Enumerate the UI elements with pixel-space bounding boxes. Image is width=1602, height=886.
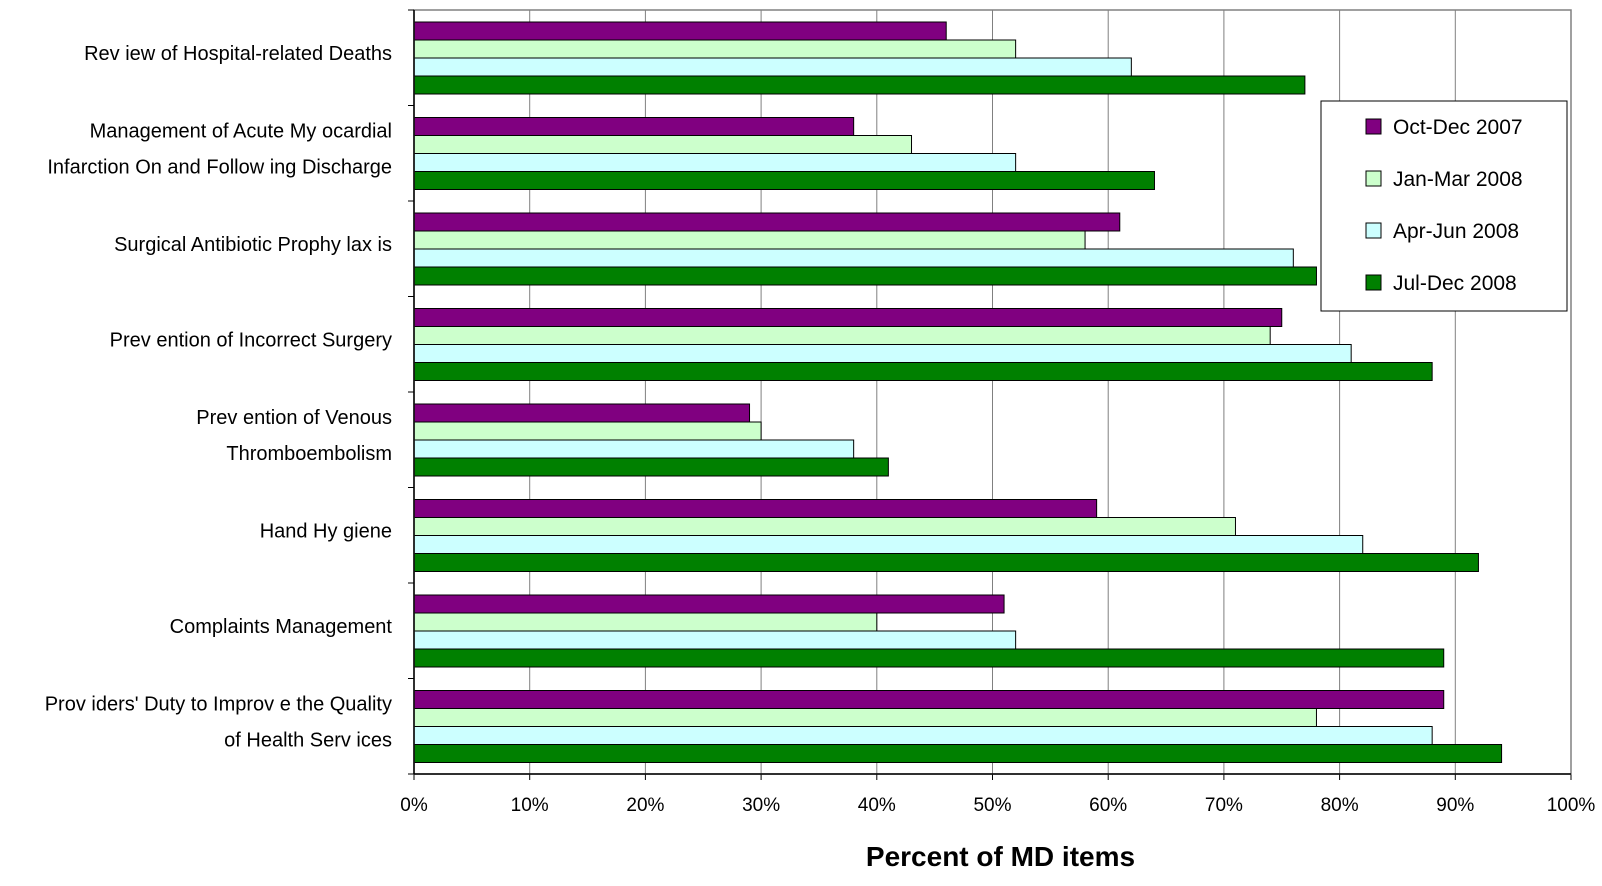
category-label: Rev iew of Hospital-related Deaths — [84, 43, 392, 65]
bar — [413, 612, 878, 632]
legend-label: Apr-Jun 2008 — [1393, 220, 1519, 243]
bar — [413, 648, 1445, 668]
bar — [413, 403, 751, 423]
bar — [413, 344, 1352, 363]
x-tick-label: 20% — [626, 795, 664, 816]
category-labels: Rev iew of Hospital-related Deaths Manage… — [45, 43, 393, 752]
x-tick-label: 70% — [1205, 795, 1243, 816]
bar — [413, 535, 1364, 554]
bar — [413, 230, 1086, 250]
category-label: Hand Hy giene — [260, 520, 392, 542]
x-tick-label: 90% — [1436, 795, 1474, 816]
bar — [413, 517, 1236, 536]
x-tick-label: 40% — [858, 795, 896, 816]
category-label: Thromboembolism — [226, 443, 392, 465]
legend-swatch — [1365, 118, 1382, 135]
bar — [413, 594, 1005, 614]
category-label: Complaints Management — [170, 616, 393, 638]
legend-swatch — [1365, 222, 1382, 239]
bar — [413, 439, 855, 459]
legend-label: Oct-Dec 2007 — [1393, 116, 1523, 139]
bar — [413, 499, 1098, 518]
category-label: Prev ention of Venous — [196, 407, 392, 429]
x-tick-label: 60% — [1089, 795, 1127, 816]
x-tick-label: 10% — [511, 795, 549, 816]
bar — [413, 308, 1283, 327]
x-axis-label: Percent of MD items — [866, 841, 1135, 872]
bar — [413, 153, 1017, 172]
bar — [413, 248, 1294, 268]
bar — [413, 117, 855, 136]
bar — [413, 39, 1017, 59]
x-tick-label: 30% — [742, 795, 780, 816]
bar — [413, 457, 889, 477]
bar — [413, 266, 1317, 286]
bars — [413, 21, 1503, 763]
axes — [408, 9, 1572, 775]
bar — [413, 212, 1121, 232]
bar — [413, 171, 1155, 190]
bar — [413, 57, 1132, 77]
category-label: Management of Acute My ocardial — [90, 120, 392, 142]
bar — [413, 744, 1503, 763]
bar — [413, 75, 1306, 95]
bar — [413, 21, 947, 41]
legend-swatch — [1365, 274, 1382, 291]
legend: Oct-Dec 2007 Jan-Mar 2008 Apr-Jun 2008 Jul-… — [1320, 100, 1568, 312]
bar — [413, 362, 1433, 381]
bar — [413, 708, 1317, 727]
x-tick-labels: 0% 10% 20% 30% 40% 50% 60% 70% 80% 90% 100% — [400, 795, 1595, 816]
legend-swatch — [1365, 170, 1382, 187]
category-label: Infarction On and Follow ing Discharge — [47, 156, 392, 178]
bar — [413, 690, 1445, 709]
category-label: Prev ention of Incorrect Surgery — [110, 329, 392, 351]
bar — [413, 630, 1017, 650]
bar — [413, 135, 913, 154]
legend-label: Jan-Mar 2008 — [1393, 168, 1523, 191]
legend-box — [1320, 100, 1568, 312]
x-tick-label: 0% — [400, 795, 428, 816]
category-label: Prov iders' Duty to Improv e the Quality — [45, 693, 392, 715]
x-tick-label: 80% — [1321, 795, 1359, 816]
legend-label: Jul-Dec 2008 — [1393, 272, 1517, 295]
x-tick-label: 50% — [973, 795, 1011, 816]
category-label: Surgical Antibiotic Prophy lax is — [114, 234, 392, 256]
bar — [413, 326, 1271, 345]
bar — [413, 421, 762, 441]
category-label: of Health Serv ices — [224, 729, 392, 751]
bar — [413, 726, 1433, 745]
bar — [413, 553, 1479, 572]
x-tick-label: 100% — [1547, 795, 1596, 816]
